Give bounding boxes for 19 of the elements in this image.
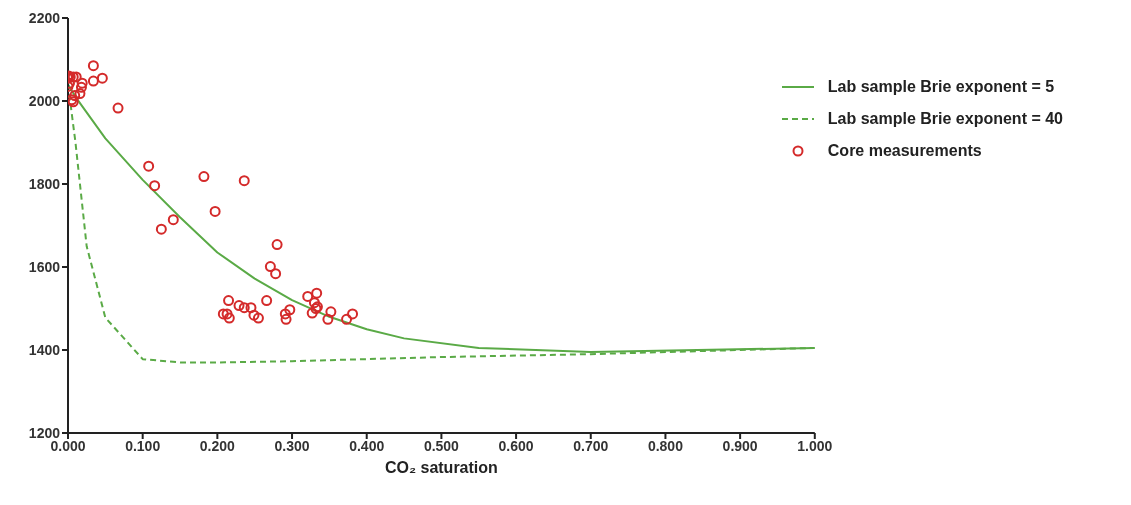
y-tick-label: 1600: [28, 258, 61, 275]
x-tick-label: 1.000: [797, 437, 833, 454]
x-tick-label: 0.400: [349, 437, 385, 454]
legend-label: Core measurements: [827, 142, 982, 160]
x-tick-label: 0.100: [125, 437, 161, 454]
y-tick-label: 2200: [28, 9, 61, 26]
y-tick-label: 1800: [28, 175, 61, 192]
legend-label: Lab sample Brie exponent = 40: [827, 110, 1063, 128]
x-tick-label: 0.800: [647, 437, 684, 454]
x-tick-label: 0.300: [274, 437, 310, 454]
x-tick-label: 0.700: [573, 437, 609, 454]
y-tick-label: 1400: [28, 341, 61, 358]
x-axis-title: CO₂ saturation: [384, 459, 498, 476]
x-tick-label: 0.500: [423, 437, 460, 454]
x-tick-label: 0.900: [722, 437, 758, 454]
legend-label: Lab sample Brie exponent = 5: [827, 78, 1055, 96]
y-tick-label: 2000: [28, 92, 61, 109]
x-tick-label: 0.600: [498, 437, 534, 454]
x-tick-label: 0.200: [199, 437, 236, 454]
